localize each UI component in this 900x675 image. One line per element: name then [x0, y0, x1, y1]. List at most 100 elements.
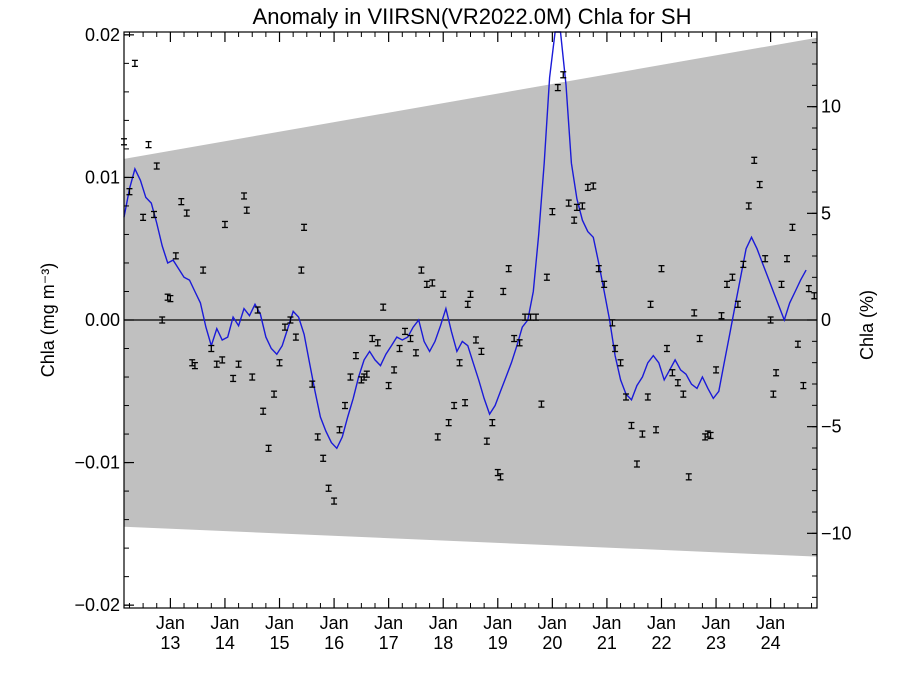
data-point: [191, 361, 198, 370]
data-point: [778, 280, 785, 289]
x-tick-label-year: 13: [160, 633, 180, 653]
data-point: [331, 497, 338, 505]
data-point: [301, 223, 308, 231]
x-tick-label-year: 14: [215, 633, 235, 653]
data-point: [402, 327, 409, 336]
data-point: [669, 369, 676, 377]
x-tick-label-month: Jan: [647, 613, 676, 633]
data-point: [543, 273, 550, 281]
data-point: [628, 421, 635, 430]
data-point: [126, 188, 133, 196]
x-tick-label-month: Jan: [702, 613, 731, 633]
x-tick-label-month: Jan: [538, 613, 567, 633]
data-point: [707, 431, 714, 440]
data-point: [241, 192, 248, 200]
x-tick-label-month: Jan: [483, 613, 512, 633]
monthly-points: [121, 59, 818, 505]
x-tick-label-year: 15: [270, 633, 290, 653]
data-point: [260, 407, 267, 415]
data-point: [309, 380, 316, 388]
data-point: [571, 216, 578, 224]
data-point: [369, 334, 376, 343]
x-tick-label-year: 17: [379, 633, 399, 653]
data-point: [718, 312, 725, 320]
data-point: [573, 203, 580, 212]
y-left-tick-label: −0.02: [74, 595, 120, 615]
data-point: [235, 360, 242, 368]
x-tick-label-month: Jan: [265, 613, 294, 633]
data-point: [325, 484, 332, 492]
data-point: [532, 313, 539, 321]
x-tick-label-month: Jan: [210, 613, 239, 633]
data-point: [287, 316, 294, 324]
data-point: [773, 369, 780, 377]
data-point: [271, 390, 278, 398]
data-point: [601, 280, 608, 289]
data-point: [647, 300, 654, 308]
data-point: [723, 280, 730, 289]
data-point: [418, 266, 425, 274]
data-point: [380, 303, 387, 311]
y-axis-right-label: Chla (%): [857, 290, 877, 360]
data-point: [462, 399, 469, 407]
data-point: [762, 255, 769, 263]
data-point: [167, 294, 174, 303]
data-point: [292, 333, 299, 341]
data-point: [281, 323, 288, 331]
data-point: [153, 162, 160, 170]
data-point: [140, 213, 147, 221]
data-point: [221, 220, 228, 229]
data-point: [770, 390, 777, 398]
data-point: [756, 180, 763, 189]
x-tick-label-year: 19: [488, 633, 508, 653]
y-left-tick-label: −0.01: [74, 453, 120, 473]
data-point: [590, 182, 597, 190]
x-tick-label-month: Jan: [320, 613, 349, 633]
data-point: [429, 279, 436, 287]
data-point: [208, 344, 215, 353]
chart-title: Anomaly in VIIRSN(VR2022.0M) Chla for SH: [253, 4, 692, 29]
data-point: [565, 199, 572, 207]
data-point: [467, 290, 474, 298]
data-point: [497, 473, 504, 481]
data-point: [445, 419, 452, 427]
y-left-tick-label: 0.00: [85, 310, 120, 330]
data-point: [639, 430, 646, 438]
data-point: [554, 83, 561, 92]
data-point: [794, 340, 801, 348]
data-point: [341, 401, 348, 410]
x-tick-label-year: 23: [706, 633, 726, 653]
data-point: [745, 202, 752, 210]
data-point: [500, 287, 507, 296]
data-point: [249, 373, 256, 381]
y-axis-left: 0.02 0.01 0.00 −0.01 −0.02: [74, 25, 134, 615]
data-point: [298, 266, 305, 274]
data-point: [374, 339, 381, 347]
data-point: [159, 316, 166, 324]
x-tick-label-year: 18: [433, 633, 453, 653]
data-point: [644, 393, 651, 401]
data-point: [805, 284, 812, 293]
data-point: [478, 347, 485, 356]
data-point: [276, 359, 283, 367]
data-point: [151, 210, 158, 219]
data-point: [549, 207, 556, 216]
data-point: [729, 273, 736, 281]
y-right-tick-label: 5: [821, 203, 831, 223]
data-point: [352, 351, 359, 360]
data-point: [663, 344, 670, 353]
data-point: [440, 290, 447, 298]
data-point: [734, 300, 741, 308]
data-point: [183, 209, 190, 217]
data-point: [483, 437, 490, 445]
data-point: [412, 349, 419, 357]
data-point: [680, 390, 687, 398]
data-point: [391, 366, 398, 374]
data-point: [713, 366, 720, 374]
data-point: [314, 433, 321, 441]
data-point: [617, 359, 624, 367]
y-left-tick-label: 0.01: [85, 167, 120, 187]
smoothed-series-line: [123, 31, 807, 450]
data-point: [595, 265, 602, 273]
